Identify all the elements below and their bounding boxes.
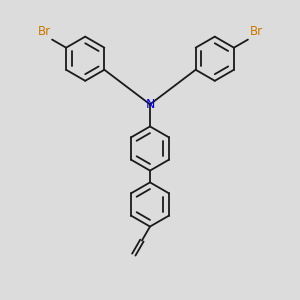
Text: Br: Br <box>38 25 51 38</box>
Text: N: N <box>145 98 155 111</box>
Text: Br: Br <box>249 25 262 38</box>
